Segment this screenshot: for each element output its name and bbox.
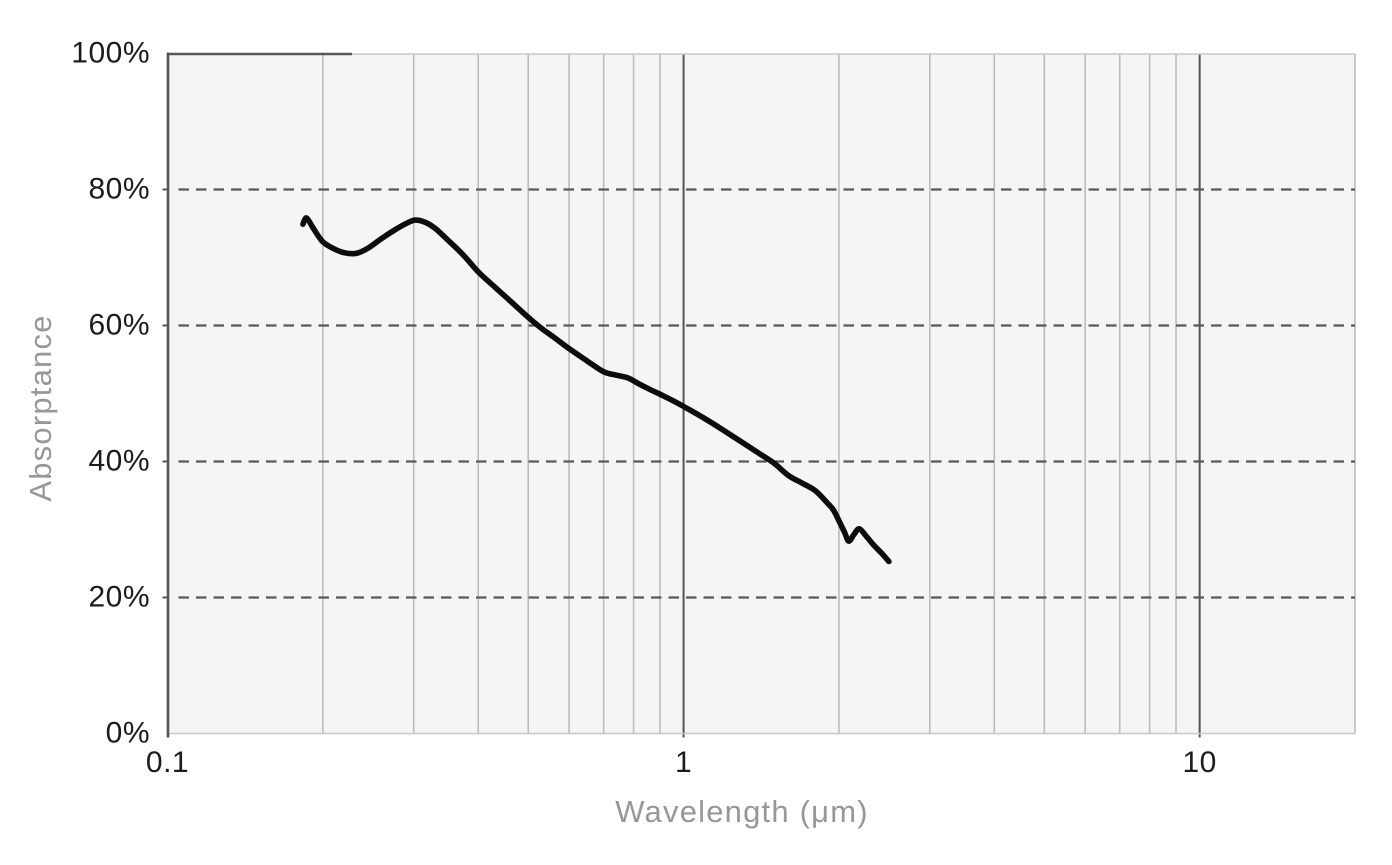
major-gridlines — [682, 53, 1201, 738]
y-tick-label: 100% — [71, 35, 150, 69]
y-tick-label: 60% — [88, 307, 150, 341]
y-tick-label: 20% — [88, 579, 150, 613]
y-axis-title: Absorptance — [23, 314, 58, 502]
x-tick-label: 1 — [674, 746, 693, 779]
y-tick-label: 80% — [88, 171, 150, 205]
x-tick-label: 0.1 — [145, 746, 190, 779]
y-axis-ticks — [162, 188, 168, 599]
plot-area — [167, 53, 1355, 734]
minor-gridlines — [322, 53, 1356, 734]
dashed-gridlines — [178, 188, 1355, 599]
absorptance-curve — [300, 215, 892, 565]
x-axis-title: Wavelength (μm) — [615, 794, 869, 829]
x-tick-label: 10 — [1182, 746, 1217, 779]
y-tick-label: 0% — [105, 715, 150, 749]
y-tick-label: 40% — [88, 443, 150, 477]
